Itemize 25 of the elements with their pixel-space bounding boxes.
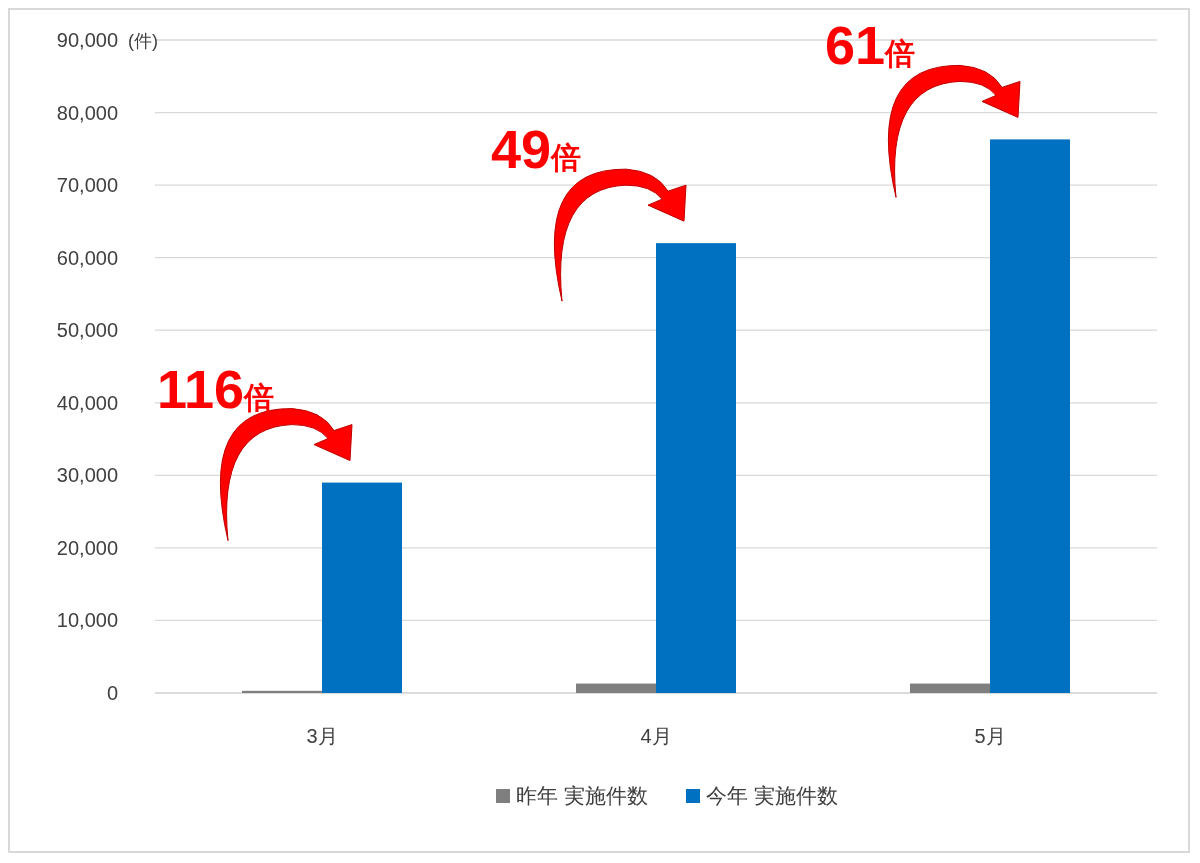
legend-label: 昨年 実施件数 [516,784,648,807]
legend-label: 今年 実施件数 [706,784,838,807]
bar [990,139,1070,693]
y-tick-label: 30,000 [56,464,118,487]
bar [576,683,656,693]
x-tick-label: 5月 [974,725,1006,747]
y-tick-label: 40,000 [56,391,118,414]
bar [322,482,402,693]
x-tick-label: 3月 [306,725,338,747]
y-tick-label: 60,000 [56,246,118,269]
y-tick-label: 10,000 [56,609,118,632]
y-tick-label: 50,000 [56,319,118,342]
y-tick-label: 0 [106,682,118,704]
y-axis-title: (件) [128,31,158,51]
bar [242,690,322,693]
y-tick-label: 20,000 [56,536,118,559]
y-tick-label: 70,000 [56,174,118,197]
annotation: 116倍 [157,358,275,419]
bar [656,243,736,693]
x-tick-label: 4月 [640,725,672,747]
y-tick-label: 80,000 [56,101,118,124]
annotation: 49倍 [491,119,582,180]
y-tick-label: 90,000 [56,29,118,51]
annotation: 61倍 [825,15,916,76]
bar [910,683,990,693]
